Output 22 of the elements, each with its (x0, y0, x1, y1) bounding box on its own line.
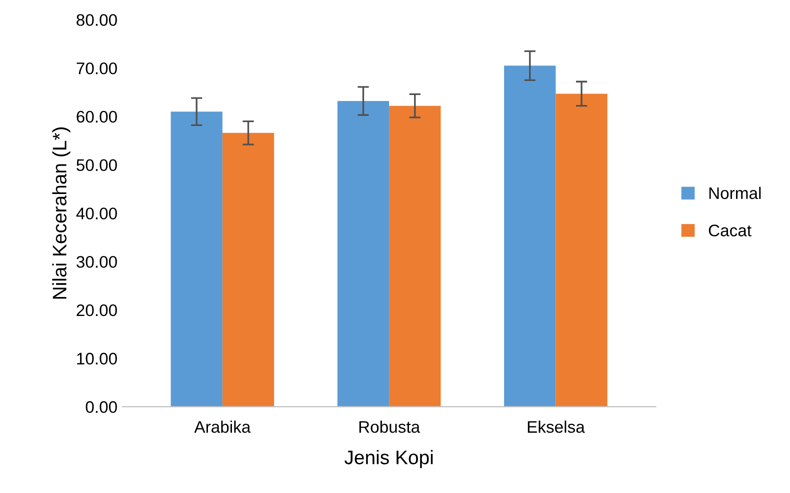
y-tick-label: 50.00 (76, 159, 117, 172)
y-tick-label: 70.00 (76, 62, 117, 74)
y-tick-label: 40.00 (76, 208, 117, 220)
bar (556, 94, 608, 407)
bar (504, 66, 556, 407)
bar (170, 112, 222, 407)
bar (222, 132, 274, 407)
x-tick-label: Robusta (359, 420, 420, 433)
y-tick-label: 0.00 (86, 401, 117, 413)
bar (337, 100, 390, 407)
x-tick-label: Arabika (194, 420, 251, 433)
y-tick-label: 60.00 (76, 110, 117, 123)
legend-label: Cacat (708, 224, 752, 236)
bar (389, 106, 441, 407)
x-axis-title: Jenis Kopi (344, 450, 433, 468)
y-tick-label: 80.00 (76, 14, 117, 26)
y-axis-title: Nilai Kecerahan (L*) (52, 127, 70, 299)
x-tick-label: Ekselsa (528, 420, 585, 433)
y-tick-label: 10.00 (77, 352, 117, 365)
y-tick-label: 30.00 (76, 256, 117, 268)
y-tick-label: 20.00 (76, 304, 117, 316)
legend-label: Normal (709, 186, 761, 200)
